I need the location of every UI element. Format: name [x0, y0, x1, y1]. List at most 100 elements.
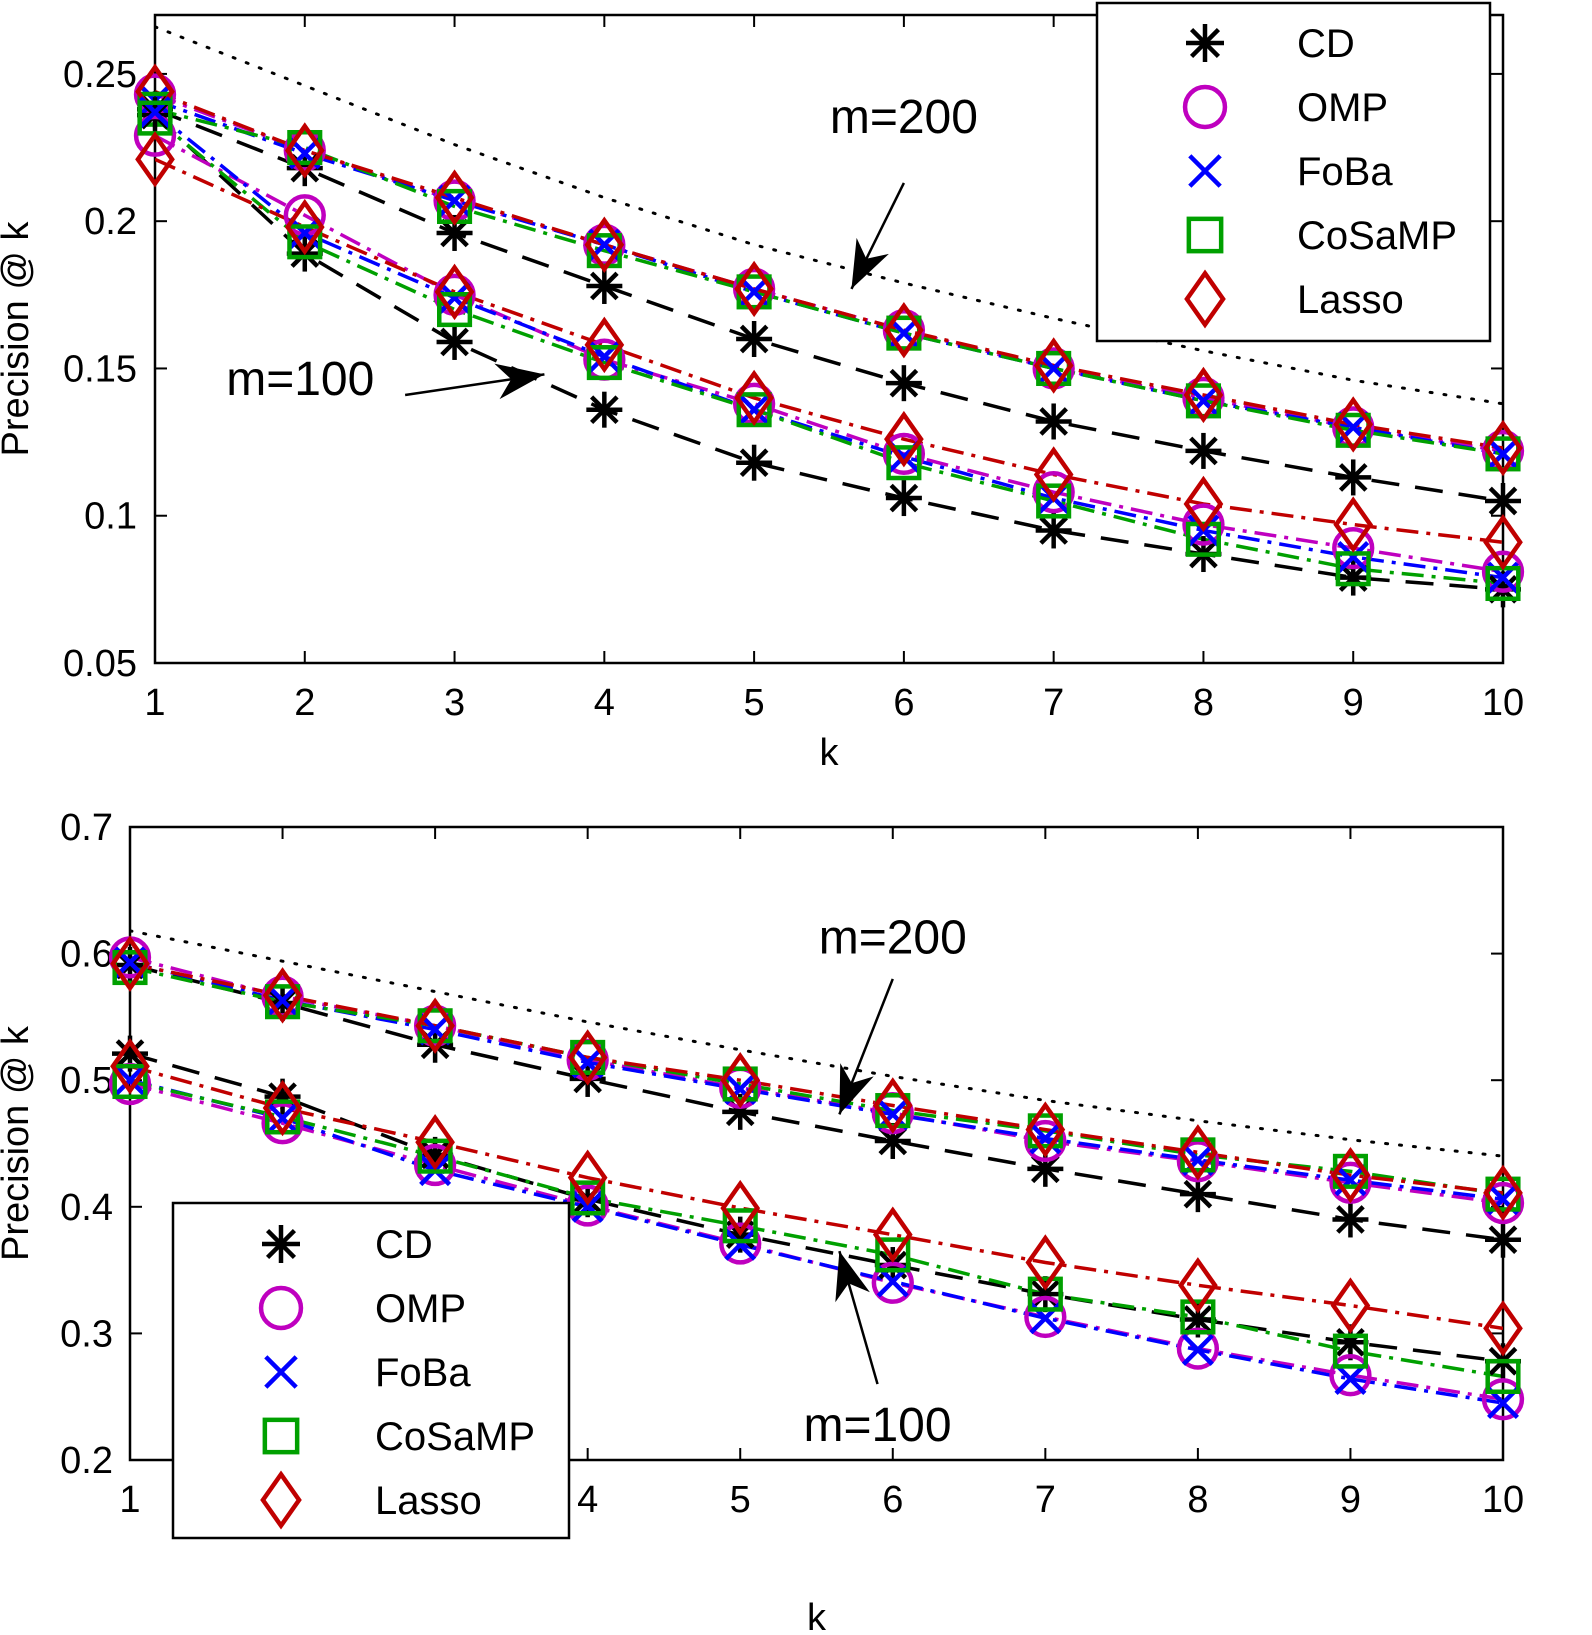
data-point [1481, 550, 1525, 593]
legend-symbol [1186, 24, 1224, 62]
annotation-arrowhead [851, 237, 889, 289]
series-markers-lasso-m200 [135, 63, 1523, 477]
data-point [1185, 521, 1221, 557]
series-markers-omp-m100 [108, 1062, 1525, 1421]
data-point [133, 114, 177, 157]
y-tick-label: 0.25 [63, 54, 137, 96]
series-markers-cosamp-m200 [112, 949, 1521, 1212]
data-point [1027, 1276, 1064, 1313]
series-line-lasso-m100 [130, 1064, 1503, 1331]
legend-box [171, 1201, 571, 1540]
x-tick-label: 4 [577, 1479, 598, 1521]
data-point [1487, 437, 1519, 470]
annotation-arrowhead [839, 1063, 874, 1115]
data-point [882, 432, 926, 476]
x-tick-label: 1 [144, 682, 165, 724]
data-point [1027, 1276, 1063, 1312]
y-tick-label: 0.6 [60, 934, 113, 976]
series-line-omp-m100 [130, 1082, 1503, 1401]
legend-label: Lasso [375, 1479, 482, 1523]
legend-symbol [258, 1285, 304, 1331]
data-point [1330, 1146, 1371, 1204]
x-axis-label: k [820, 732, 840, 774]
data-point [1335, 551, 1371, 587]
data-point [284, 198, 325, 256]
data-point [434, 169, 475, 226]
data-point [584, 316, 625, 374]
data-point [586, 345, 622, 381]
data-point [720, 1051, 761, 1109]
data-point [722, 1208, 758, 1244]
legend-label: OMP [375, 1287, 466, 1331]
annotation-label: m=200 [830, 91, 978, 144]
data-point [436, 323, 473, 360]
data-point [1181, 1333, 1214, 1366]
legend-entry-omp: OMP [258, 1285, 466, 1331]
annotation-arrowhead [835, 1251, 870, 1303]
x-tick-label: 9 [1340, 1479, 1361, 1521]
data-point [266, 984, 299, 1017]
legend-entry-foba: FoBa [264, 1351, 471, 1395]
data-point [1333, 396, 1374, 453]
data-point [1485, 1358, 1521, 1394]
data-point [1481, 1181, 1525, 1225]
data-point [724, 1228, 757, 1261]
x-tick-label: 3 [444, 682, 465, 724]
series-line-omp-m200 [130, 955, 1503, 1205]
legend-label: Lasso [1297, 278, 1404, 322]
data-point [1033, 446, 1074, 503]
x-tick-label: 7 [1043, 682, 1064, 724]
reference-dotted-line [130, 929, 1503, 1158]
data-point [1333, 496, 1374, 553]
legend-label: CD [1297, 22, 1355, 66]
annotation-m200: m=200 [830, 91, 978, 290]
series-markers-cosamp-m100 [112, 1063, 1521, 1394]
legend-label: FoBa [1297, 150, 1393, 194]
data-point [719, 1222, 762, 1265]
legend-symbol [260, 1470, 302, 1530]
data-point [1185, 432, 1222, 469]
series-line-cosamp-m100 [130, 1079, 1503, 1379]
data-point [438, 281, 471, 314]
data-point [266, 1102, 299, 1135]
legend-entry-lasso: Lasso [1184, 269, 1404, 329]
legend-symbol [1184, 269, 1226, 329]
data-point [1178, 1124, 1218, 1181]
x-tick-label: 6 [893, 682, 914, 724]
data-point [1483, 514, 1523, 571]
data-point [886, 445, 922, 481]
data-point [570, 1180, 606, 1216]
data-point [436, 214, 473, 251]
data-point [736, 321, 773, 357]
data-point [287, 224, 323, 260]
data-point [1025, 1101, 1066, 1158]
series-markers-lasso-m100 [110, 1038, 1523, 1357]
series-line-foba-m100 [155, 110, 1503, 580]
series-line-foba-m100 [130, 1078, 1503, 1405]
series-line-cosamp-m100 [155, 116, 1503, 586]
data-point [1033, 337, 1074, 394]
y-tick-label: 0.2 [60, 1440, 113, 1482]
x-tick-label: 9 [1343, 682, 1364, 724]
plot-area-frame [128, 825, 1505, 1462]
x-tick-label: 8 [1193, 682, 1214, 724]
data-point [1032, 471, 1075, 514]
data-point [1035, 403, 1072, 440]
data-point [1176, 1327, 1220, 1370]
series-line-cosamp-m200 [155, 107, 1503, 456]
legend-label: CD [375, 1223, 433, 1267]
data-point [437, 291, 473, 328]
series-markers-lasso-m200 [110, 935, 1523, 1222]
series-line-cd-m200 [130, 963, 1503, 1242]
series-line-lasso-m100 [155, 157, 1503, 544]
data-point [884, 410, 924, 468]
data-point [1332, 526, 1375, 570]
data-point [1335, 459, 1372, 496]
annotation-label: m=100 [226, 353, 374, 406]
chart-panel-1: 1 2 3 4 5 6 7 8 9 10 0.05 0.1 0.15 0.2 0.25 k Precision … [0, 1, 1525, 774]
data-point [1337, 540, 1370, 573]
legend-symbol [264, 1355, 298, 1389]
chart-panel-2: 123456789100.20.30.40.50.60.7kPrecision … [0, 807, 1525, 1635]
series-markers-foba-m100 [114, 1064, 1519, 1420]
y-tick-label: 0.5 [60, 1060, 113, 1102]
